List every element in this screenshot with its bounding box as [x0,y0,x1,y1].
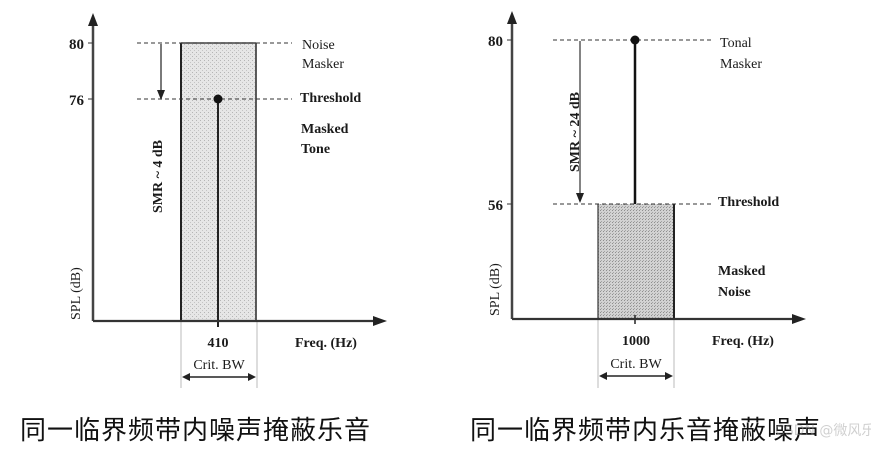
y-axis-label: SPL (dB) [488,263,503,316]
x-axis-arrow-icon [792,314,806,324]
right-diagram: 80 56 SPL (dB) SMR ~ 24 dB Tonal Masker … [488,11,806,388]
crit-bw-right-arrow-icon [248,373,256,381]
smr-arrowhead-icon [576,193,584,203]
smr-label: SMR ~ 24 dB [568,92,583,172]
x-axis-label: Freq. (Hz) [712,334,774,349]
left-caption: 同一临界频带内噪声掩蔽乐音 [20,416,372,446]
y-axis-label: SPL (dB) [69,267,84,320]
crit-bw-label: Crit. BW [610,357,662,372]
masked-label-line1: Masked [718,264,766,279]
crit-bw-left-arrow-icon [599,372,607,380]
crit-bw-right-arrow-icon [665,372,673,380]
smr-arrowhead-icon [157,90,165,100]
left-diagram: 80 76 SPL (dB) SMR ~ 4 dB Noise Masker T… [69,13,387,388]
masker-label-line1: Noise [302,38,335,53]
masked-label-line2: Tone [301,142,330,157]
y-tick-80: 80 [69,37,84,53]
masker-label-line2: Masker [720,57,762,72]
y-tick-56: 56 [488,198,504,214]
threshold-label: Threshold [300,91,361,106]
y-tick-80: 80 [488,34,503,50]
masker-label-line1: Tonal [720,36,752,51]
right-caption: 同一临界频带内乐音掩蔽噪声 [470,416,822,446]
y-axis-arrow-icon [507,11,517,24]
watermark: CSDN @微风乐 [775,423,871,439]
center-freq-label: 410 [208,336,229,351]
y-tick-76: 76 [69,93,85,109]
threshold-label: Threshold [718,195,779,210]
crit-bw-left-arrow-icon [182,373,190,381]
smr-label: SMR ~ 4 dB [151,140,166,213]
x-axis-arrow-icon [373,316,387,326]
center-freq-label: 1000 [622,334,650,349]
masker-label-line2: Masker [302,57,344,72]
tonal-masker-dot [630,35,640,45]
masked-label-line2: Noise [718,285,751,300]
masked-tone-dot [213,94,223,104]
masked-label-line1: Masked [301,122,349,137]
masked-noise-band [598,204,674,319]
crit-bw-label: Crit. BW [193,358,245,373]
x-axis-label: Freq. (Hz) [295,336,357,351]
y-axis-arrow-icon [88,13,98,26]
